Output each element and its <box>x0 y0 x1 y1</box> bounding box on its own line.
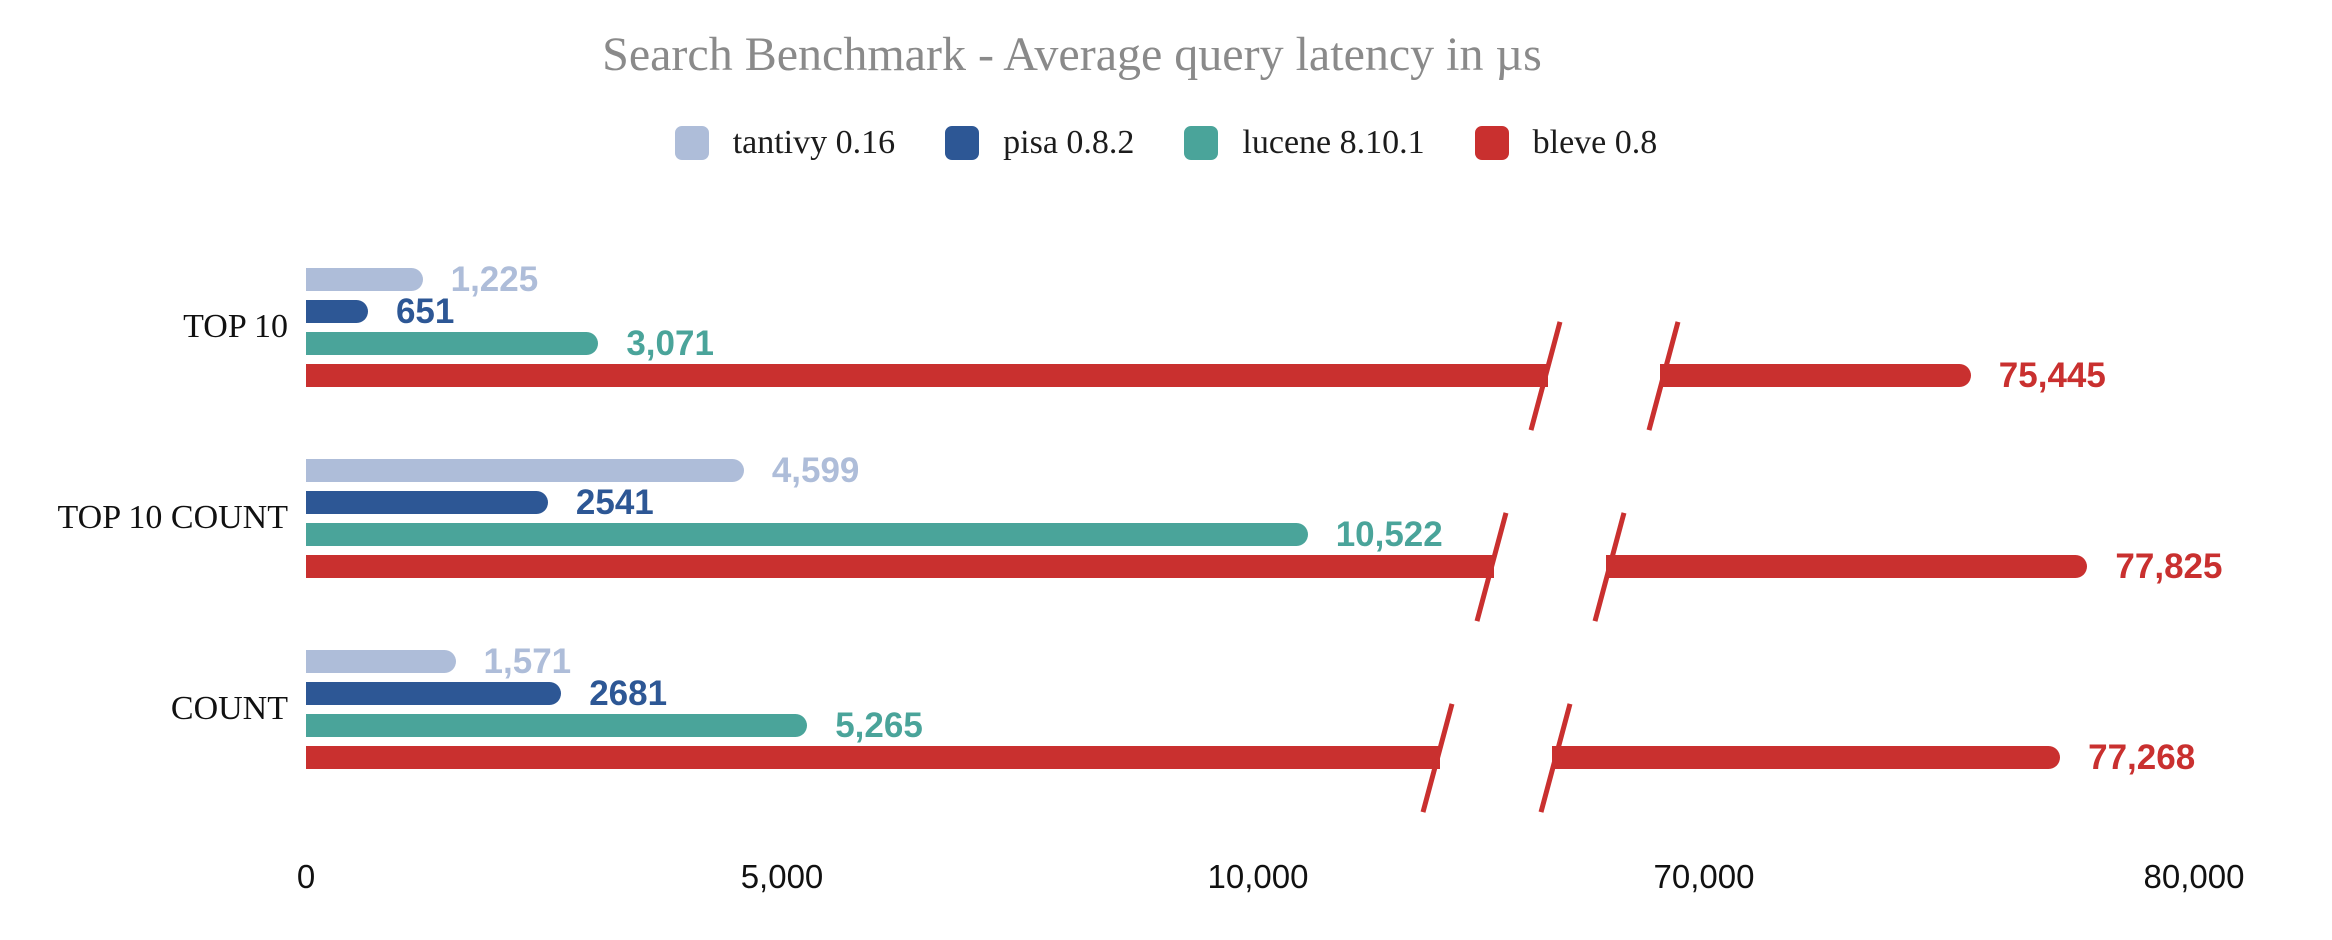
bar-tantivy-0-16-top-10 <box>306 268 423 291</box>
bar-tantivy-0-16-top-10-count <box>306 459 744 482</box>
bar-tantivy-0-16-count <box>306 650 456 673</box>
x-tick-5-000: 5,000 <box>740 858 824 895</box>
value-label-tantivy-0-16-count: 1,571 <box>483 641 572 681</box>
bar-bleve-0-8-top-10-segment-1 <box>306 364 1548 387</box>
legend-label-bleve-0-8: bleve 0.8 <box>1532 124 1658 161</box>
legend-swatch-lucene-8-10-1 <box>1184 126 1219 160</box>
legend-label-pisa-0-8-2: pisa 0.8.2 <box>1003 124 1135 161</box>
legend-label-tantivy-0-16: tantivy 0.16 <box>732 124 896 161</box>
value-label-tantivy-0-16-top-10: 1,225 <box>450 259 539 299</box>
value-label-lucene-8-10-1-count: 5,265 <box>835 705 923 745</box>
category-label-top-10: TOP 10 <box>183 308 288 345</box>
bar-pisa-0-8-2-top-10-count <box>306 491 548 514</box>
category-label-top-10-count: TOP 10 COUNT <box>57 499 288 536</box>
value-label-tantivy-0-16-top-10-count: 4,599 <box>771 450 860 490</box>
x-tick-10-000: 10,000 <box>1207 858 1309 895</box>
value-label-bleve-0-8-top-10: 75,445 <box>1998 355 2106 395</box>
legend-swatch-bleve-0-8 <box>1474 126 1509 160</box>
legend-label-lucene-8-10-1: lucene 8.10.1 <box>1242 124 1425 161</box>
bar-bleve-0-8-count-segment-2 <box>1551 746 2061 769</box>
value-label-lucene-8-10-1-top-10: 3,071 <box>626 323 714 363</box>
bar-bleve-0-8-top-10-segment-2 <box>1660 364 1971 387</box>
bar-bleve-0-8-top-10-count-segment-1 <box>306 555 1494 578</box>
x-tick-80-000: 80,000 <box>2143 858 2245 895</box>
chart-legend: tantivy 0.16 pisa 0.8.2 lucene 8.10.1 bleve… <box>0 124 2332 162</box>
bar-bleve-0-8-top-10-count-segment-2 <box>1605 555 2088 578</box>
value-label-bleve-0-8-count: 77,268 <box>2088 737 2196 777</box>
bar-pisa-0-8-2-count <box>306 682 562 705</box>
bar-bleve-0-8-count-segment-1 <box>306 746 1440 769</box>
value-label-bleve-0-8-top-10-count: 77,825 <box>2115 546 2223 586</box>
legend-item-tantivy-0-16: tantivy 0.16 <box>674 124 896 162</box>
value-label-lucene-8-10-1-top-10-count: 10,522 <box>1335 514 1443 554</box>
chart-title: Search Benchmark - Average query latency… <box>602 28 1542 81</box>
legend-swatch-pisa-0-8-2 <box>945 126 980 160</box>
x-tick-70-000: 70,000 <box>1653 858 1755 895</box>
bar-lucene-8-10-1-count <box>306 714 808 737</box>
legend-item-lucene-8-10-1: lucene 8.10.1 <box>1184 124 1425 162</box>
category-label-count: COUNT <box>170 690 288 727</box>
bar-lucene-8-10-1-top-10-count <box>306 523 1308 546</box>
x-tick-0: 0 <box>296 858 316 895</box>
legend-swatch-tantivy-0-16 <box>674 126 709 160</box>
legend-item-pisa-0-8-2: pisa 0.8.2 <box>945 124 1134 162</box>
bar-lucene-8-10-1-top-10 <box>306 332 599 355</box>
bar-pisa-0-8-2-top-10 <box>306 300 368 323</box>
value-label-pisa-0-8-2-count: 2681 <box>589 673 668 713</box>
legend-item-bleve-0-8: bleve 0.8 <box>1474 124 1658 162</box>
value-label-pisa-0-8-2-top-10: 651 <box>395 291 455 331</box>
value-label-pisa-0-8-2-top-10-count: 2541 <box>575 482 654 522</box>
